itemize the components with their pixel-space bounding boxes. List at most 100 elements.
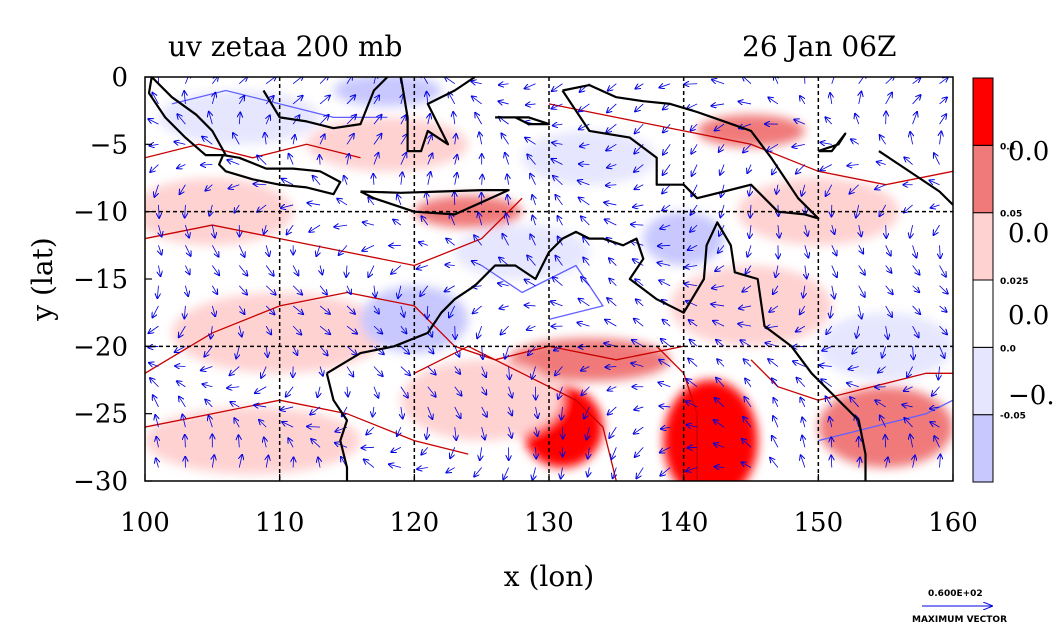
wind-vector	[374, 77, 376, 84]
wind-vector	[319, 305, 330, 314]
wind-vector	[397, 195, 401, 206]
wind-vector	[718, 245, 725, 253]
wind-vector	[265, 265, 274, 276]
wind-vector	[227, 160, 240, 165]
wind-vector	[347, 386, 348, 397]
wind-vector	[912, 325, 919, 337]
wind-vector	[660, 225, 671, 229]
wind-vector	[658, 245, 671, 246]
wind-vector	[400, 346, 409, 353]
y-tick-label: −20	[73, 332, 128, 362]
wind-vector	[691, 204, 698, 215]
wind-vector	[454, 386, 462, 396]
wind-vector	[793, 361, 806, 367]
wind-vector	[400, 366, 410, 376]
wind-vector	[525, 138, 536, 145]
wind-vector	[607, 298, 617, 307]
contour-line	[548, 103, 953, 186]
y-axis-label: y (lat)	[26, 237, 59, 321]
wind-vector	[158, 265, 160, 276]
wind-vector	[805, 265, 807, 279]
wind-vector	[743, 417, 752, 428]
wind-vector	[450, 447, 456, 458]
wind-vector	[805, 225, 808, 236]
wind-vector	[659, 280, 671, 287]
wind-vector	[604, 202, 617, 205]
wind-vector	[663, 123, 671, 132]
wind-vector	[202, 137, 213, 145]
coastline	[561, 84, 820, 220]
wind-vector	[636, 299, 644, 307]
wind-vector	[847, 383, 859, 387]
y-tick-label: −15	[73, 265, 128, 295]
wind-vector	[498, 101, 509, 104]
wind-vector	[929, 180, 940, 186]
reference-vector-key: 0.600E+02 MAXIMUM VECTOR	[912, 589, 1007, 625]
wind-vector	[910, 132, 912, 145]
wind-vector	[346, 325, 357, 334]
y-tick-label: 0	[111, 63, 128, 93]
wind-vector	[473, 305, 482, 313]
wind-vector	[825, 117, 833, 125]
wind-vector	[368, 265, 375, 277]
wind-vector	[607, 165, 617, 168]
wind-vector	[346, 115, 356, 125]
wind-vector	[561, 406, 562, 420]
wind-vector	[238, 285, 247, 295]
wind-vector	[481, 366, 486, 377]
wind-vector	[373, 153, 378, 165]
wind-vector	[858, 265, 865, 275]
wind-vector	[849, 367, 859, 370]
wind-vector	[885, 305, 892, 317]
wind-vector	[421, 216, 429, 226]
wind-vector	[373, 406, 374, 417]
wind-vector	[552, 83, 563, 91]
colorbar-overflow-label: 0.0	[1008, 137, 1049, 167]
wind-vector	[238, 265, 247, 276]
wind-vector	[319, 346, 328, 355]
wind-vector	[363, 222, 375, 225]
wind-vector	[796, 325, 806, 331]
wind-vector	[211, 285, 217, 294]
wind-vector	[255, 386, 267, 393]
wind-vector	[236, 346, 239, 358]
wind-vector	[421, 77, 429, 84]
wind-vector	[934, 436, 940, 448]
wind-vector	[400, 153, 406, 165]
wind-vector	[212, 93, 215, 105]
wind-vector	[852, 346, 860, 353]
wind-vector	[551, 159, 563, 165]
wind-vector	[661, 339, 671, 347]
wind-vector	[319, 115, 329, 125]
wind-vector	[715, 467, 725, 468]
wind-vector	[583, 237, 590, 246]
contour-line	[145, 143, 361, 159]
wind-vector	[455, 134, 456, 145]
wind-vector	[445, 77, 455, 85]
wind-vector	[859, 92, 862, 105]
wind-vector	[212, 455, 214, 468]
wind-vector	[939, 97, 947, 105]
wind-vector	[939, 265, 946, 277]
wind-vector	[712, 286, 725, 289]
x-tick-label: 130	[524, 508, 574, 538]
wind-vector	[446, 239, 455, 246]
wind-vector	[803, 285, 805, 298]
wind-vector	[711, 104, 725, 106]
wind-vector	[856, 326, 858, 338]
wind-vector	[148, 119, 159, 125]
wind-vector	[454, 366, 460, 374]
wind-vector	[397, 426, 401, 436]
wind-vector	[339, 245, 348, 255]
plot-area	[145, 77, 953, 481]
wind-vector	[690, 224, 698, 232]
wind-vector	[687, 103, 698, 109]
wind-vector	[831, 456, 832, 468]
wind-vector	[427, 386, 436, 397]
wind-vector	[344, 176, 347, 185]
coastline	[495, 116, 551, 126]
wind-vector	[691, 123, 698, 130]
wind-vector	[174, 142, 186, 145]
wind-vector	[822, 346, 832, 350]
coastline	[218, 154, 342, 196]
